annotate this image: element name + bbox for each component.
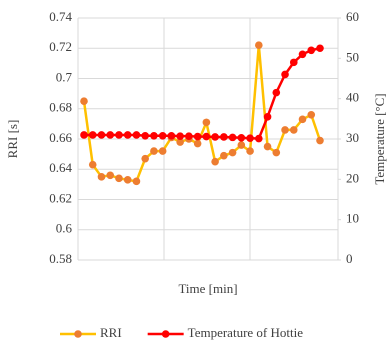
point	[298, 115, 307, 124]
y-tick-label: 0.64	[49, 160, 72, 175]
point	[272, 88, 281, 97]
point	[307, 46, 316, 55]
point	[176, 138, 184, 146]
point	[123, 176, 132, 184]
point	[176, 132, 184, 140]
point	[167, 131, 176, 140]
y-tick-label: 0.58	[49, 251, 72, 266]
point	[281, 70, 289, 79]
y2-tick-label: 0	[346, 251, 353, 266]
point	[123, 131, 132, 139]
point	[88, 160, 97, 169]
y2-tick-label: 50	[346, 49, 359, 64]
point	[106, 131, 115, 139]
point	[141, 131, 149, 140]
series-line	[84, 47, 321, 140]
y-tick-label: 0.74	[49, 9, 72, 24]
point	[263, 113, 272, 121]
legend-label: RRI	[100, 325, 122, 340]
y2-tick-label: 40	[346, 90, 359, 105]
point	[150, 147, 158, 155]
point	[237, 133, 246, 142]
series-line	[82, 45, 322, 183]
y-axis-title: RRI [s]	[5, 120, 20, 159]
point	[80, 97, 88, 105]
y-tick-label: 0.62	[49, 190, 72, 205]
legend-marker	[74, 330, 82, 338]
point	[202, 118, 211, 127]
point	[97, 131, 106, 139]
point	[115, 174, 123, 183]
point	[150, 131, 158, 140]
point	[220, 133, 228, 141]
y2-tick-label: 60	[346, 9, 359, 24]
point	[88, 131, 97, 139]
point	[316, 136, 324, 145]
point	[263, 142, 272, 151]
point	[158, 147, 167, 155]
point	[202, 132, 211, 141]
point	[228, 133, 237, 142]
y2-tick-label: 10	[346, 211, 359, 226]
point	[158, 131, 167, 140]
point	[281, 126, 289, 134]
y-tick-label: 0.72	[49, 39, 72, 54]
y2-tick-label: 30	[346, 130, 359, 145]
point	[255, 41, 263, 50]
point	[211, 157, 219, 166]
y-tick-label: 0.6	[56, 221, 73, 236]
y-tick-label: 0.66	[49, 130, 72, 145]
point	[185, 132, 193, 140]
point	[97, 173, 106, 181]
legend-marker	[161, 330, 170, 338]
point	[211, 133, 219, 141]
legend-label: Temperature of Hottie	[188, 325, 304, 340]
point	[115, 131, 123, 139]
point	[132, 131, 141, 139]
point	[289, 58, 298, 67]
y-tick-label: 0.68	[49, 100, 72, 115]
point	[106, 171, 115, 180]
point	[272, 148, 281, 157]
point	[246, 147, 254, 155]
point	[80, 131, 88, 139]
x-axis-title: Time [min]	[178, 281, 237, 296]
y2-tick-label: 20	[346, 170, 359, 185]
point	[246, 134, 254, 142]
point	[141, 154, 149, 163]
point	[255, 134, 263, 143]
point	[316, 44, 324, 53]
point	[289, 126, 298, 134]
point	[307, 111, 316, 119]
point	[193, 139, 202, 148]
y-tick-label: 0.7	[56, 69, 73, 84]
point	[193, 132, 202, 141]
y2-axis-title: Temperature [°C]	[372, 93, 387, 184]
point	[132, 177, 141, 186]
point	[298, 50, 307, 59]
point	[220, 151, 228, 160]
point	[237, 141, 246, 149]
point	[228, 148, 237, 157]
